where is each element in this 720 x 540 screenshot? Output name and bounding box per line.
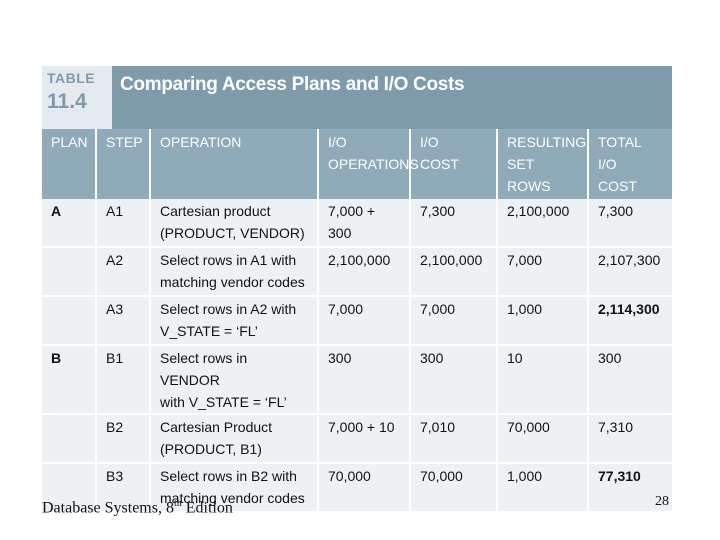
cell-step: A1 [96,199,151,248]
cell-operation: Select rows in B2 with matching vendor co… [150,463,319,511]
cell-operation: Select rows in VENDOR with V_STATE = ‘FL’ [150,345,319,415]
operation-line: Cartesian product [160,203,271,219]
cell-io-operations: 300 [318,345,411,415]
cell-io-cost: 70,000 [410,463,498,511]
column-header-io-operations: I/O OPERATIONS [318,129,419,199]
column-header-line: COST [598,178,637,194]
operation-line: Select rows in B2 with [160,468,297,484]
cell-plan: B [42,345,97,415]
column-header-total-cost: TOTAL I/O COST [588,129,672,199]
operation-line: with V_STATE = ‘FL’ [160,394,287,410]
edition-ordinal: th [173,498,182,509]
cell-step: A2 [96,247,151,297]
cell-plan [42,414,97,464]
cell-io-operations: 2,100,000 [318,247,411,297]
cell-plan [42,247,97,297]
table-caption-bar: TABLE 11.4 Comparing Access Plans and I/… [42,66,672,129]
cell-step: B3 [96,463,151,511]
operation-line: Select rows in A2 with [160,301,297,317]
book-citation: Database Systems, 8th Edition [42,498,233,517]
cell-total-cost: 7,310 [588,414,672,464]
cell-io-cost: 7,000 [410,296,498,346]
column-header-line: I/O [328,134,347,150]
table-title: Comparing Access Plans and I/O Costs [120,74,465,95]
cell-operation: Cartesian product (PRODUCT, VENDOR) [150,199,319,248]
cell-resulting-rows: 1,000 [497,463,589,511]
cell-io-cost: 300 [410,345,498,415]
table-row: A A1 Cartesian product (PRODUCT, VENDOR) … [42,199,672,248]
cell-operation: Cartesian Product (PRODUCT, B1) [150,414,319,464]
operation-line: (PRODUCT, VENDOR) [160,225,305,241]
column-header-resulting-rows: RESULTING SET ROWS [497,129,589,199]
cell-io-cost: 7,300 [410,199,498,248]
table-row: A2 Select rows in A1 with matching vendor… [42,247,672,297]
operation-line: Cartesian Product [160,419,273,435]
cell-plan [42,463,97,511]
cell-operation: Select rows in A2 with V_STATE = ‘FL’ [150,296,319,346]
column-header-line: RESULTING [507,134,587,150]
column-header-line: STEP [106,134,143,150]
table-label-word: TABLE [47,70,96,86]
cell-total-cost: 7,300 [588,199,672,248]
cell-plan: A [42,199,97,248]
cell-plan [42,296,97,346]
column-header-plan: PLAN [42,129,97,199]
cell-io-operations: 7,000 + 300 [318,199,411,248]
cell-step: B1 [96,345,151,415]
cell-step: A3 [96,296,151,346]
table-row: B2 Cartesian Product (PRODUCT, B1) 7,000 … [42,414,672,464]
table-label-number: 11.4 [47,90,87,113]
cell-total-cost: 77,310 [588,463,672,511]
cell-io-operations: 7,000 + 10 [318,414,411,464]
cell-io-cost: 2,100,000 [410,247,498,297]
book-title-prefix: Database Systems, 8 [42,499,174,517]
cell-resulting-rows: 1,000 [497,296,589,346]
column-header-line: OPERATIONS [328,156,419,172]
cell-resulting-rows: 7,000 [497,247,589,297]
cell-resulting-rows: 70,000 [497,414,589,464]
cell-io-cost: 7,010 [410,414,498,464]
access-plans-table: PLAN STEP OPERATION I/O OPERATIONS I/O COS… [42,129,672,511]
table-row: B B1 Select rows in VENDOR with V_STATE =… [42,345,672,415]
cell-resulting-rows: 10 [497,345,589,415]
cell-io-operations: 70,000 [318,463,411,511]
table-row: A3 Select rows in A2 with V_STATE = ‘FL’ … [42,296,672,346]
column-header-operation: OPERATION [150,129,319,199]
column-header-line: OPERATION [160,134,242,150]
operation-line: Select rows in VENDOR [160,350,248,388]
column-header-line: TOTAL I/O [598,134,642,172]
page-number: 28 [655,494,669,509]
cell-io-operations: 7,000 [318,296,411,346]
column-header-line: I/O [420,134,439,150]
column-header-io-cost: I/O COST [410,129,498,199]
book-title-suffix: Edition [181,499,233,517]
column-header-step: STEP [96,129,151,199]
cell-step: B2 [96,414,151,464]
operation-line: Select rows in A1 with [160,252,297,268]
column-header-line: PLAN [51,134,88,150]
table-row: B3 Select rows in B2 with matching vendor… [42,463,672,511]
cell-resulting-rows: 2,100,000 [497,199,589,248]
operation-line: matching vendor codes [160,274,305,290]
cell-total-cost: 2,107,300 [588,247,672,297]
operation-line: (PRODUCT, B1) [160,441,262,457]
operation-line: V_STATE = ‘FL’ [160,323,258,339]
cell-operation: Select rows in A1 with matching vendor co… [150,247,319,297]
column-header-line: COST [420,156,459,172]
column-header-row: PLAN STEP OPERATION I/O OPERATIONS I/O COS… [42,129,672,199]
operation-line: matching vendor codes [160,490,305,506]
cell-total-cost: 300 [588,345,672,415]
table-number-label: TABLE 11.4 [42,66,112,129]
column-header-line: SET ROWS [507,156,551,194]
cell-total-cost: 2,114,300 [588,296,672,346]
